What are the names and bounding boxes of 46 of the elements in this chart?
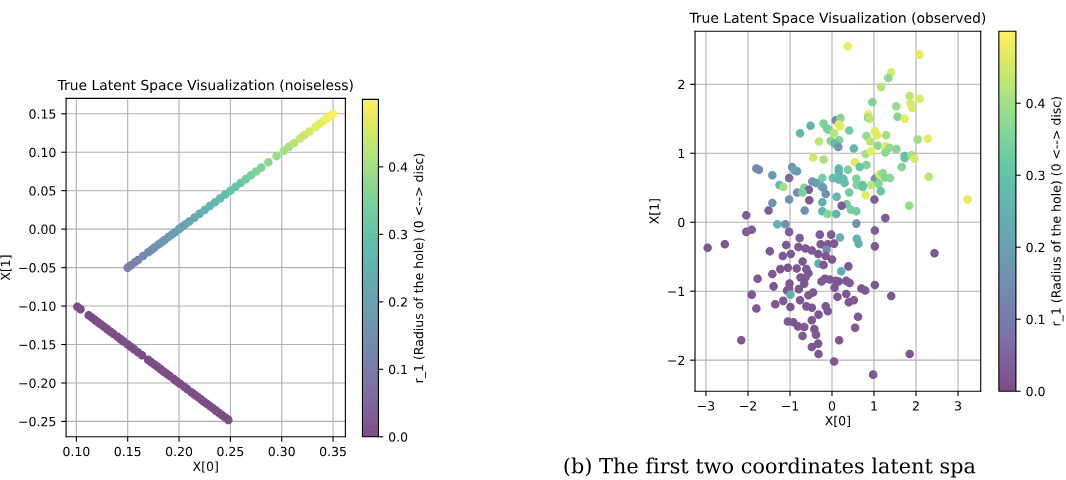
color-bar-label: 0.4 <box>1026 98 1045 109</box>
color-bar-label: 0.0 <box>1026 386 1045 397</box>
y-tick-label: 0 <box>678 217 685 228</box>
x-tick-label: 0.20 <box>165 446 193 457</box>
x-tick-label: 3 <box>955 401 962 411</box>
x-tick-label: 0 <box>828 401 836 411</box>
x-tick-label: 0.15 <box>114 446 141 457</box>
y-tick-label: −0.20 <box>19 378 56 388</box>
color-bar-label: 0.3 <box>1026 170 1045 181</box>
y-axis-title: X[1] <box>649 199 661 224</box>
y-tick-label: −0.10 <box>19 301 56 311</box>
y-tick-label: −0.15 <box>19 339 56 350</box>
text: (b) The first two coordinates latent spa <box>564 457 976 478</box>
color-bar-label: 0.4 <box>388 162 408 172</box>
color-bar-label: 0.0 <box>388 432 408 442</box>
y-tick-label: −2 <box>668 355 685 365</box>
color-bar-title: r_1 (Radius of the hole) (0 <--> disc) <box>1051 96 1064 326</box>
color-bar-label: 0.1 <box>1026 314 1045 325</box>
y-tick-label: 0.15 <box>29 109 56 119</box>
y-tick-label: 1 <box>678 148 685 159</box>
y-tick-label: 0.00 <box>29 224 56 235</box>
y-tick-label: 0.10 <box>29 147 56 158</box>
x-tick-label: −3 <box>698 401 715 411</box>
x-tick-label: −1 <box>782 401 799 411</box>
x-tick-label: −2 <box>740 401 756 411</box>
y-tick-label: −0.05 <box>19 263 56 273</box>
color-bar-label: 0.2 <box>388 297 407 307</box>
x-tick-label: 0.10 <box>63 446 90 457</box>
chart-title: True Latent Space Visualization (noiseless) <box>57 79 353 93</box>
x-axis-title: X[0] <box>192 461 218 473</box>
x-tick-label: 2 <box>912 401 919 411</box>
y-tick-label: 0.05 <box>29 186 56 196</box>
color-bar-label: 0.3 <box>388 229 408 240</box>
x-tick-label: 0.25 <box>217 446 244 457</box>
y-axis-title: X[1] <box>0 255 12 281</box>
x-tick-label: 0.35 <box>319 446 346 457</box>
x-tick-label: 1 <box>871 401 877 411</box>
y-tick-label: −0.25 <box>19 416 56 427</box>
x-axis-title: X[0] <box>825 415 850 427</box>
y-tick-label: 2 <box>678 79 685 90</box>
color-bar-label: 0.2 <box>1026 242 1045 253</box>
color-bar-label: 0.1 <box>388 364 407 375</box>
color-bar-title: r_1 (Radius of the hole) (0 <--> disc) <box>413 153 427 383</box>
y-tick-label: −1 <box>668 286 685 296</box>
x-tick-label: 0.30 <box>268 446 295 457</box>
chart-title: True Latent Space Visualization (observed) <box>689 12 986 26</box>
